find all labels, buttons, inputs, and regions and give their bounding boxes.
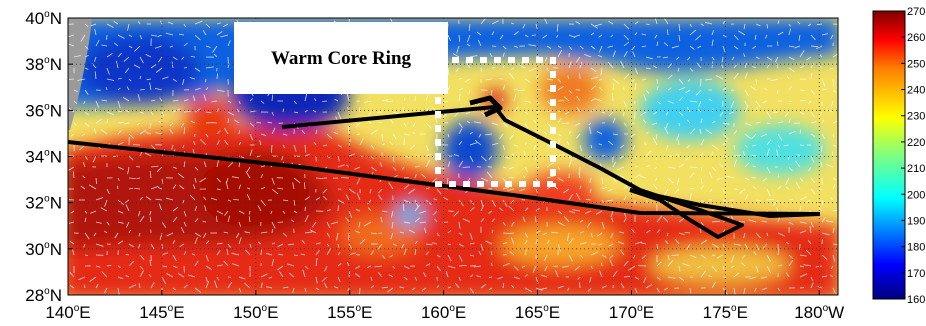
- ship-track-southern-leg: [68, 140, 821, 216]
- colorbar-tick-label: 170: [907, 268, 925, 280]
- colorbar-tick-label: 210: [907, 163, 925, 175]
- lon-tick-label: 170oE: [609, 303, 654, 322]
- colorbar: [872, 10, 906, 300]
- lat-tick-label: 30oN: [25, 240, 62, 259]
- lon-tick-label: 180oW: [794, 303, 844, 322]
- warm-core-ring-box: [435, 57, 556, 187]
- lon-tick-label: 155oE: [327, 303, 372, 322]
- lon-tick-label: 165oE: [515, 303, 560, 322]
- latitude-axis: 40oN 38oN 36oN 34oN 32oN 30oN 28oN: [25, 9, 73, 305]
- colorbar-tick-label: 230: [907, 111, 925, 123]
- ship-track-northern-loop: [281, 105, 744, 239]
- colorbar-ticks: 270 260 250 240 230 220 210 200 190 180 170 160: [901, 6, 925, 306]
- colorbar-tick-label: 240: [907, 85, 925, 97]
- sst-field: [68, 18, 838, 295]
- ship-track-ring-survey: [469, 95, 503, 118]
- colorbar-tick-label: 220: [907, 137, 925, 149]
- lon-tick-label: 175oE: [703, 303, 748, 322]
- colorbar-tick-label: 260: [907, 32, 925, 44]
- lat-tick-label: 40oN: [25, 9, 62, 28]
- lat-tick-label: 32oN: [25, 194, 62, 213]
- annotation-label: Warm Core Ring: [271, 48, 412, 69]
- longitude-axis: 140oE 145oE 150oE 155oE 160oE 165oE 170oE 175oE…: [45, 290, 844, 322]
- lon-tick-label: 145oE: [139, 303, 184, 322]
- ship-track-eastern-leg: [629, 188, 821, 218]
- colorbar-tick-label: 180: [907, 242, 925, 254]
- colorbar-tick-label: 250: [907, 58, 925, 70]
- colorbar-tick-label: 200: [907, 189, 925, 201]
- lat-tick-label: 34oN: [25, 148, 62, 167]
- lon-tick-label: 140oE: [45, 303, 90, 322]
- colorbar-tick-label: 190: [907, 215, 925, 227]
- lon-tick-label: 150oE: [233, 303, 278, 322]
- annotation-box: [234, 22, 448, 94]
- ship-track: [68, 95, 821, 239]
- colorbar-tick-label: 270: [907, 6, 925, 18]
- lat-tick-label: 36oN: [25, 101, 62, 120]
- lat-tick-label: 28oN: [25, 286, 62, 305]
- colorbar-tick-label: 160: [907, 294, 925, 306]
- lat-tick-label: 38oN: [25, 55, 62, 74]
- lon-tick-label: 160oE: [421, 303, 466, 322]
